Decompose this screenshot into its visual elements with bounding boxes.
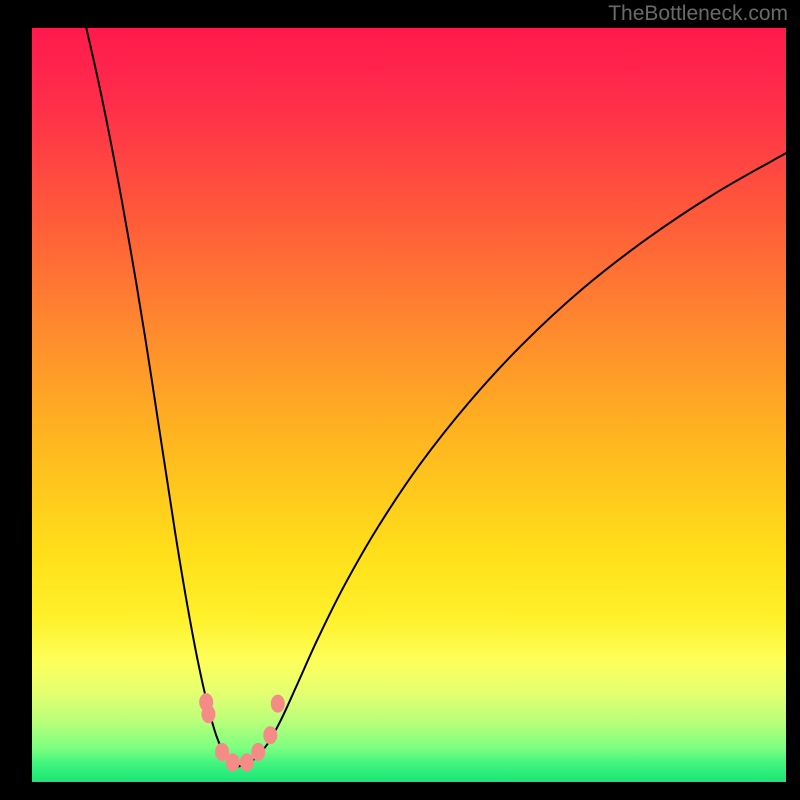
curve-marker <box>251 743 265 761</box>
chart-curves <box>32 28 786 782</box>
curve-left <box>86 28 237 767</box>
curve-marker <box>271 695 285 713</box>
chart-frame: TheBottleneck.com <box>0 0 800 800</box>
curve-marker <box>263 726 277 744</box>
plot-area <box>32 28 786 782</box>
curve-right <box>237 153 786 767</box>
curve-marker <box>226 753 240 771</box>
marker-group <box>199 693 285 771</box>
watermark-text: TheBottleneck.com <box>608 2 788 26</box>
curve-marker <box>240 753 254 771</box>
curve-marker <box>201 705 215 723</box>
